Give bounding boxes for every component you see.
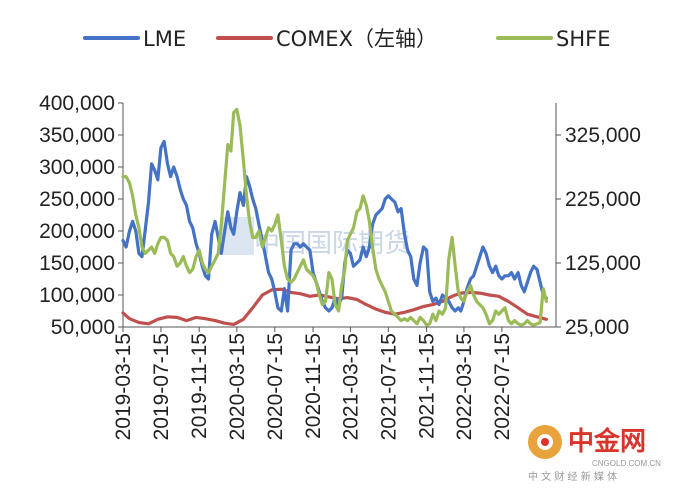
logo-dot-icon xyxy=(541,438,549,446)
x-tick-label: 2021-03-15 xyxy=(339,333,362,440)
y-left-tick-label: 50,000 xyxy=(51,316,115,339)
x-tick-label: 2020-11-15 xyxy=(302,333,325,439)
y-left-tick-label: 300,000 xyxy=(39,156,115,179)
logo-subtitle: 中 文 财 经 新 媒 体 xyxy=(528,470,617,483)
legend-label-shfe: SHFE xyxy=(556,27,610,51)
x-tick-label: 2019-07-15 xyxy=(150,333,173,440)
y-right-tick-label: 225,000 xyxy=(565,188,641,211)
legend-label-lme: LME xyxy=(143,27,186,51)
watermark-center-text: 中国国际期货 xyxy=(254,229,410,259)
x-tick-label: 2020-03-15 xyxy=(226,333,249,440)
x-tick-label: 2022-07-15 xyxy=(491,333,514,440)
x-axis-ticks: 2019-03-15 2019-07-15 2019-11-15 2020-03-15… xyxy=(112,327,514,440)
axes xyxy=(122,103,557,328)
logo-url: CNGOLD.COM.CN xyxy=(592,459,661,468)
legend: LME COMEX（左轴） SHFE xyxy=(83,27,610,51)
y-axis-right-ticks: 25,000 125,000 225,000 325,000 xyxy=(556,124,641,339)
x-tick-label: 2019-11-15 xyxy=(188,333,211,439)
y-right-tick-label: 25,000 xyxy=(565,316,629,339)
series-lme-line xyxy=(121,139,549,313)
y-left-tick-label: 400,000 xyxy=(39,92,115,115)
y-right-tick-label: 125,000 xyxy=(565,252,641,275)
x-tick-label: 2021-11-15 xyxy=(416,333,439,439)
y-left-tick-label: 350,000 xyxy=(39,124,115,147)
y-left-tick-label: 200,000 xyxy=(39,220,115,243)
y-axis-left-ticks: 50,000 100,000 150,000 200,000 250,000 300,00… xyxy=(39,92,123,339)
x-tick-label: 2019-03-15 xyxy=(112,333,135,440)
y-right-tick-label: 325,000 xyxy=(565,124,641,147)
x-tick-label: 2020-07-15 xyxy=(264,333,287,440)
x-tick-label: 2021-07-15 xyxy=(377,333,400,440)
legend-label-comex: COMEX（左轴） xyxy=(276,27,437,51)
series-shfe-line xyxy=(121,107,549,327)
logo-text: 中金网 xyxy=(568,426,646,457)
cngold-logo: 中金网 CNGOLD.COM.CN 中 文 财 经 新 媒 体 xyxy=(528,425,661,483)
y-left-tick-label: 150,000 xyxy=(39,252,115,275)
series-layer xyxy=(121,107,549,327)
y-left-tick-label: 250,000 xyxy=(39,188,115,211)
y-left-tick-label: 100,000 xyxy=(39,284,115,307)
x-tick-label: 2022-03-15 xyxy=(453,333,476,440)
